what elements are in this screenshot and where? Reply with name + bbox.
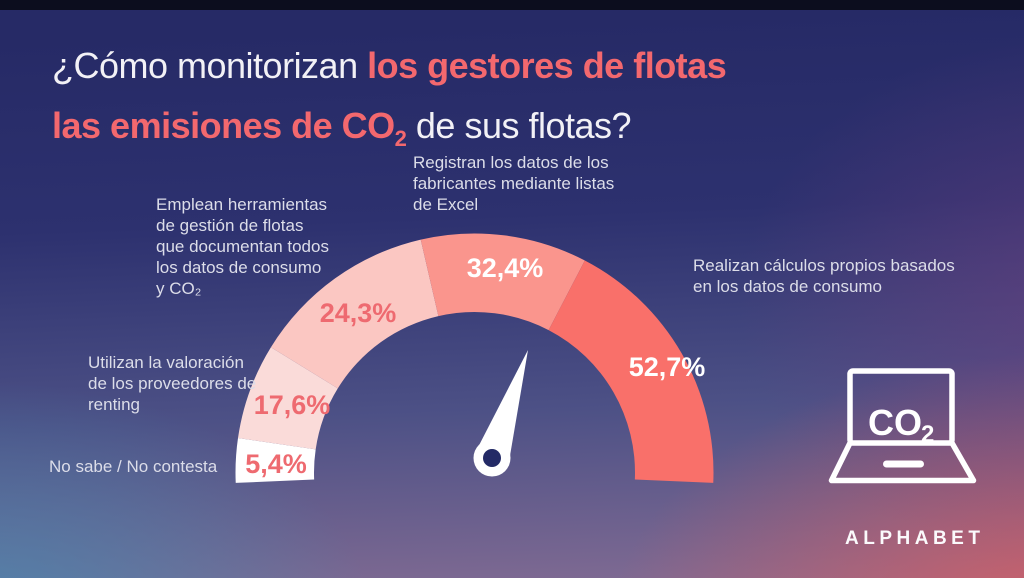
gauge-segment-0 [235,437,316,483]
alphabet-logo: ALPHABET [845,528,985,549]
gauge-segment-3 [420,233,585,331]
title-line-2: las emisiones de CO2 de sus flotas? [52,96,726,161]
top-border-bar [0,0,1024,10]
gauge-value-label-1: 17,6% [254,390,331,420]
segment-label-3: Registran los datos de los fabricantes m… [413,153,615,214]
laptop-screen [847,368,955,446]
segment-label-1: Utilizan la valoración de los proveedore… [88,353,257,414]
laptop-co2-sub: 2 [921,421,934,448]
gauge-segments [235,233,714,483]
gauge-value-label-3: 32,4% [467,253,544,283]
gauge-value-label-4: 52,7% [629,352,706,382]
segment-label-4: Realizan cálculos propios basados en los… [693,256,955,296]
gauge-value-label-0: 5,4% [245,449,307,479]
title-line-1: ¿Cómo monitorizan los gestores de flotas [52,36,727,96]
gauge-segment-4 [548,260,714,483]
segment-label-0: No sabe / No contesta [49,457,218,476]
title-text-accent-2: las emisiones de CO [52,105,395,146]
gauge-needle [473,350,528,477]
gauge-value-label-2: 24,3% [320,298,397,328]
title-text-regular-2: de sus flotas? [406,105,632,146]
laptop-keyboard [828,441,977,484]
gauge-segment-1 [238,347,338,450]
title-text-accent: los gestores de flotas [367,45,727,86]
title-co2-subscript: 2 [394,126,407,151]
needle-pivot-dot [483,449,501,467]
segment-label-2: Emplean herramientas de gestión de flota… [156,195,329,298]
laptop-co2-text: CO [868,402,922,443]
page-title: ¿Cómo monitorizan los gestores de flotas… [52,36,727,161]
co2-laptop-icon: CO 2 [828,368,977,484]
gauge-segment-2 [270,239,439,389]
title-text-regular: ¿Cómo monitorizan [52,45,368,86]
